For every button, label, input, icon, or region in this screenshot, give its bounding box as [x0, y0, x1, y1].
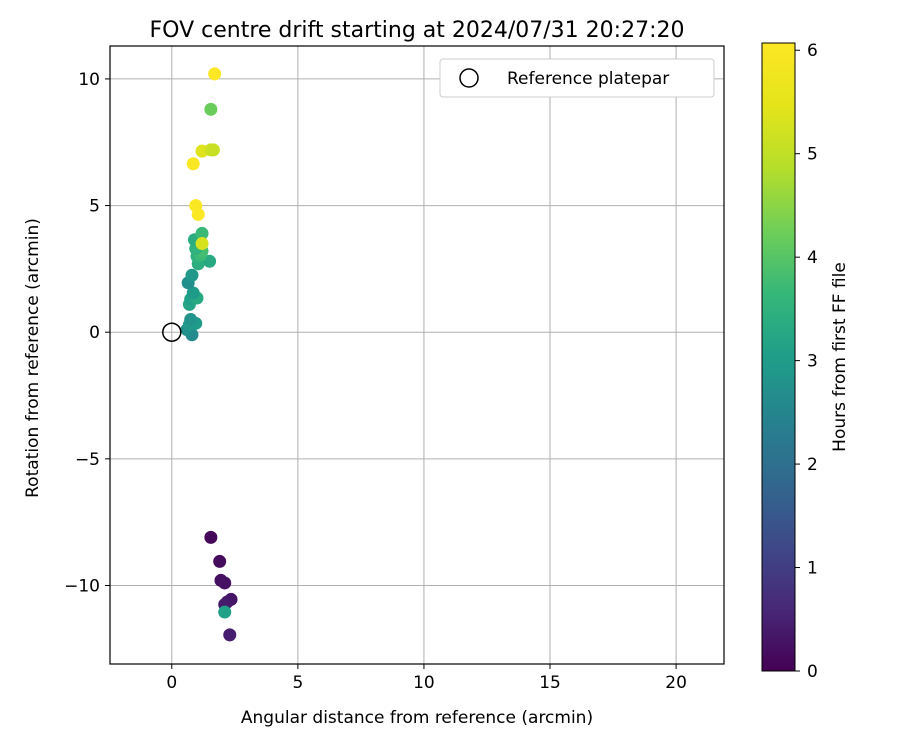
data-point [191, 207, 205, 221]
data-point [204, 530, 218, 544]
y-tick-label: 0 [89, 323, 100, 343]
axis-ticks: 0 5 10 15 20 −10 −5 0 5 10 [64, 70, 687, 693]
x-tick-label: 5 [292, 673, 303, 693]
data-points [162, 67, 238, 642]
y-axis-label: Rotation from reference (arcmin) [23, 218, 43, 498]
colorbar-gradient [761, 42, 796, 672]
data-point [218, 605, 232, 619]
colorbar-label: Hours from first FF file [830, 262, 850, 452]
y-tick-label: −10 [64, 576, 100, 596]
data-point [204, 102, 218, 116]
colorbar-tick-label: 6 [807, 41, 818, 61]
data-point [218, 576, 232, 590]
colorbar-tick-label: 3 [807, 352, 818, 372]
colorbar-tick-label: 2 [807, 455, 818, 475]
data-point [195, 237, 209, 251]
colorbar-tick-label: 1 [807, 559, 818, 579]
data-point [186, 286, 200, 300]
y-tick-label: 5 [89, 197, 100, 217]
data-point [208, 67, 222, 81]
legend-reference-label: Reference platepar [507, 69, 669, 89]
reference-point-marker [162, 322, 182, 342]
data-point [195, 226, 209, 240]
x-axis-label: Angular distance from reference (arcmin) [241, 708, 593, 728]
data-point [223, 628, 237, 642]
y-tick-label: −5 [75, 450, 100, 470]
y-tick-label: 10 [78, 70, 100, 90]
legend: Reference platepar [439, 58, 715, 98]
x-tick-label: 0 [166, 673, 177, 693]
x-tick-label: 15 [539, 673, 561, 693]
plot-frame [109, 45, 725, 665]
legend-box [439, 58, 715, 98]
colorbar-tick-label: 4 [807, 248, 818, 268]
chart-title: FOV centre drift starting at 2024/07/31 … [150, 18, 685, 43]
colorbar: 0 1 2 3 4 5 6 Hours from first FF file [761, 41, 850, 682]
x-tick-label: 20 [665, 673, 687, 693]
colorbar-ticks: 0 1 2 3 4 5 6 [795, 41, 818, 682]
x-tick-label: 10 [413, 673, 435, 693]
data-point [184, 313, 198, 327]
data-point [213, 554, 227, 568]
legend-reference-marker [459, 68, 479, 88]
colorbar-tick-label: 5 [807, 145, 818, 165]
data-point [206, 143, 220, 157]
colorbar-tick-label: 0 [807, 662, 818, 682]
grid-lines [110, 46, 724, 664]
data-point [185, 268, 199, 282]
data-point [186, 157, 200, 171]
